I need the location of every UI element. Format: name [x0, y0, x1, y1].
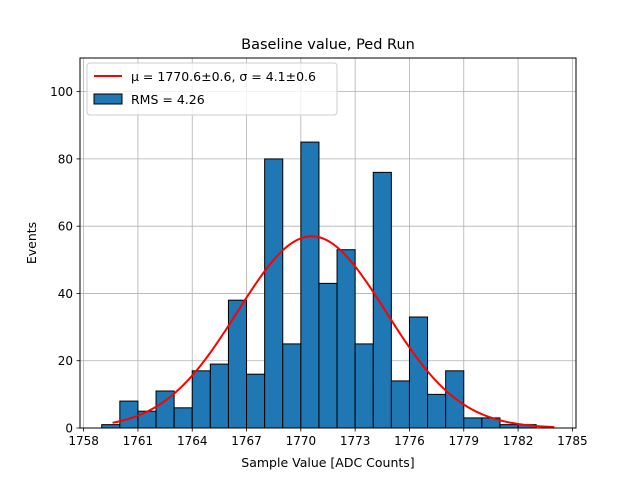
y-axis-label: Events	[24, 222, 39, 264]
histogram-bar	[119, 400, 139, 429]
y-tick-label: 100	[50, 85, 73, 99]
plot-frame	[79, 57, 577, 429]
gaussian-fit	[112, 235, 555, 429]
x-tick-label: 1776	[394, 434, 425, 448]
histogram-bar	[445, 370, 465, 429]
histogram-bar	[408, 316, 429, 429]
chart-title: Baseline value, Ped Run	[241, 37, 415, 53]
x-tick-label: 1785	[557, 434, 588, 448]
y-axis-ticks: 0 20 40 60 80 100	[50, 85, 80, 436]
legend-rms-label: RMS = 4.26	[131, 92, 205, 107]
histogram-bar	[463, 417, 483, 429]
y-tick-label: 80	[58, 152, 73, 166]
histogram-bar	[264, 158, 284, 429]
histogram-bar	[246, 373, 266, 429]
x-tick-label: 1779	[448, 434, 479, 448]
histogram-bar	[173, 407, 193, 429]
x-tick-label: 1758	[68, 434, 99, 448]
y-tick-label: 60	[58, 220, 73, 234]
histogram-bars	[101, 141, 537, 429]
histogram-bar	[209, 363, 229, 429]
x-tick-label: 1773	[340, 434, 371, 448]
x-tick-label: 1767	[231, 434, 262, 448]
legend-rms-swatch	[93, 93, 123, 105]
histogram-bar	[191, 370, 211, 429]
histogram-bar	[336, 249, 356, 429]
x-tick-label: 1782	[503, 434, 534, 448]
x-tick-label: 1761	[123, 434, 154, 448]
histogram-bar	[390, 380, 410, 429]
y-tick-label: 40	[58, 287, 73, 301]
legend-fit-label: μ = 1770.6±0.6, σ = 4.1±0.6	[131, 69, 316, 84]
legend: μ = 1770.6±0.6, σ = 4.1±0.6 RMS = 4.26	[86, 62, 338, 116]
x-tick-label: 1770	[286, 434, 317, 448]
histogram-bar	[354, 343, 374, 429]
y-tick-label: 20	[58, 354, 73, 368]
histogram-bar	[101, 424, 121, 429]
histogram-bar	[372, 171, 392, 429]
x-axis-label: Sample Value [ADC Counts]	[241, 455, 414, 470]
histogram-bar	[318, 282, 338, 429]
histogram-bar	[427, 393, 447, 429]
x-tick-label: 1764	[177, 434, 208, 448]
legend-box	[86, 62, 338, 116]
histogram-bar	[227, 299, 248, 429]
histogram-bar	[300, 141, 320, 429]
histogram-bar	[499, 424, 519, 429]
y-tick-label: 0	[65, 422, 73, 436]
fit-curve	[112, 235, 555, 429]
x-axis-ticks: 1758 1761 1764 1767 1770 1773 1776 1779 1782 1785	[68, 428, 588, 448]
histogram-bar	[282, 343, 302, 429]
